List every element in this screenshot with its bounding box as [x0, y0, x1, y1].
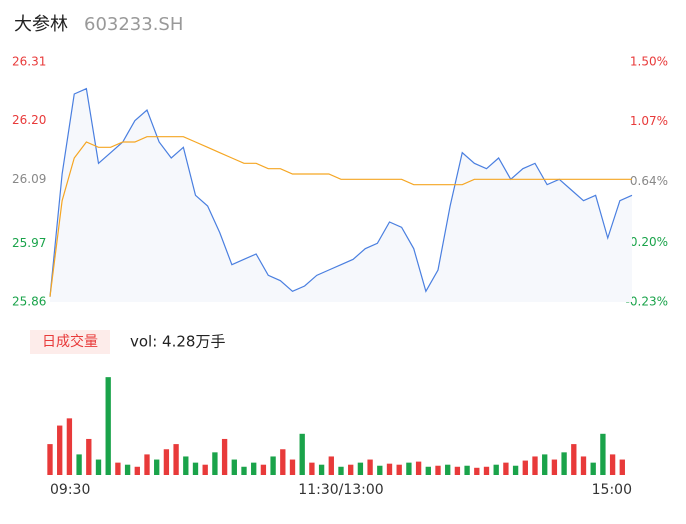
volume-bar — [415, 461, 422, 475]
y-tick-label: 26.31 — [12, 55, 46, 69]
volume-bar — [134, 466, 140, 475]
volume-bar — [163, 449, 170, 475]
volume-bar — [183, 456, 189, 475]
volume-bar — [532, 456, 538, 475]
volume-bar — [561, 452, 567, 475]
volume-bar — [396, 464, 402, 475]
volume-bar — [280, 449, 286, 475]
volume-bar — [338, 466, 344, 475]
stock-code: 603233.SH — [84, 14, 183, 35]
volume-bar — [348, 464, 354, 475]
volume-bar — [212, 452, 218, 475]
volume-bar — [86, 438, 92, 475]
volume-bar — [590, 462, 596, 475]
volume-bar — [406, 462, 412, 475]
x-tick-label: 09:30 — [50, 482, 90, 498]
volume-bar — [377, 465, 383, 475]
stock-name: 大参林 — [14, 14, 68, 35]
volume-bar — [551, 459, 558, 475]
volume-bar — [66, 418, 73, 475]
volume-bar — [464, 465, 470, 475]
volume-bar — [474, 467, 480, 475]
average-line — [49, 136, 632, 297]
x-tick-label: 15:00 — [592, 482, 632, 498]
volume-bar — [105, 377, 111, 475]
y-tick-label: 26.09 — [12, 172, 46, 186]
volume-bar — [57, 425, 63, 475]
volume-bar — [192, 462, 199, 475]
volume-bar — [386, 463, 393, 475]
volume-bar — [454, 466, 461, 475]
volume-bar — [357, 462, 364, 475]
volume-bar — [571, 444, 577, 475]
volume-title[interactable]: 日成交量 — [42, 333, 98, 350]
volume-bar — [328, 456, 334, 475]
price-line — [49, 87, 633, 297]
volume-bar — [367, 459, 373, 475]
volume-bar — [619, 459, 625, 475]
volume-bar — [241, 466, 247, 475]
volume-bar — [609, 454, 616, 475]
volume-bar — [202, 464, 208, 475]
volume-bar — [76, 454, 82, 475]
y2-tick-label: 1.50% — [630, 55, 668, 69]
volume-bar — [115, 462, 121, 475]
volume-bar — [260, 464, 267, 475]
price-area — [50, 88, 632, 303]
y2-tick-label: -0.23% — [626, 295, 668, 309]
volume-bar — [580, 456, 587, 475]
y-tick-label: 25.97 — [12, 236, 46, 250]
y-tick-label: 25.86 — [12, 295, 46, 309]
volume-bar — [270, 456, 276, 475]
volume-bar — [154, 459, 160, 475]
volume-bar — [542, 454, 548, 475]
volume-bar — [47, 444, 53, 475]
volume-bar — [221, 438, 228, 475]
x-tick-label: 11:30/13:00 — [298, 482, 383, 498]
volume-bar — [144, 454, 150, 475]
volume-bar — [522, 460, 528, 475]
volume-bar — [251, 462, 257, 475]
volume-bar — [309, 462, 315, 475]
volume-tab[interactable] — [30, 330, 110, 354]
y2-tick-label: 0.20% — [630, 235, 668, 249]
volume-bar — [512, 465, 519, 475]
volume-bar — [289, 459, 296, 475]
volume-bar — [231, 459, 237, 475]
volume-bar — [445, 464, 451, 475]
volume-bar — [95, 459, 102, 475]
volume-bar — [483, 466, 490, 475]
y2-tick-label: 0.64% — [630, 174, 668, 188]
volume-bar — [173, 444, 179, 475]
volume-bar — [600, 433, 606, 475]
volume-bar — [435, 465, 441, 475]
volume-bar — [124, 464, 131, 475]
volume-bar — [503, 462, 509, 475]
y2-tick-label: 1.07% — [630, 114, 668, 128]
volume-bar — [299, 433, 305, 475]
y-tick-label: 26.20 — [12, 113, 46, 127]
volume-bar — [425, 466, 431, 475]
volume-annotation: vol: 4.28万手 — [130, 333, 225, 351]
volume-bar — [493, 464, 499, 475]
volume-bar — [318, 464, 325, 475]
